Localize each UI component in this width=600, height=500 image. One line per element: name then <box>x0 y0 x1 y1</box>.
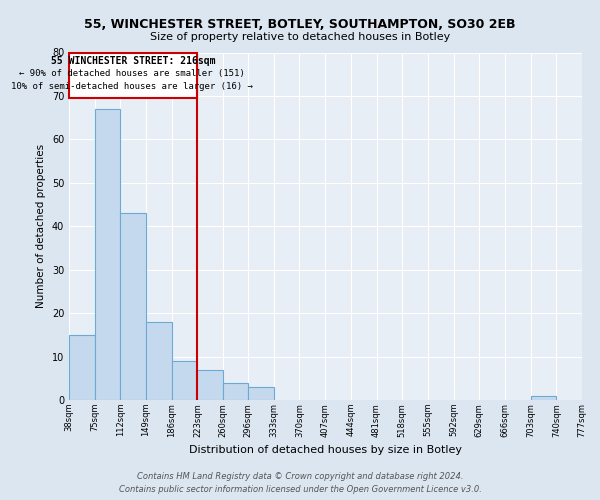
Text: Size of property relative to detached houses in Botley: Size of property relative to detached ho… <box>150 32 450 42</box>
Bar <box>95 109 121 400</box>
Bar <box>530 396 556 400</box>
Text: 55 WINCHESTER STREET: 216sqm: 55 WINCHESTER STREET: 216sqm <box>51 56 215 66</box>
Text: ← 90% of detached houses are smaller (151): ← 90% of detached houses are smaller (15… <box>19 69 245 78</box>
Bar <box>172 361 197 400</box>
Text: Contains HM Land Registry data © Crown copyright and database right 2024.: Contains HM Land Registry data © Crown c… <box>137 472 463 481</box>
Bar <box>146 322 172 400</box>
Text: Contains public sector information licensed under the Open Government Licence v3: Contains public sector information licen… <box>119 485 481 494</box>
Bar <box>248 387 274 400</box>
Bar <box>223 382 248 400</box>
Bar <box>197 370 223 400</box>
Text: 10% of semi-detached houses are larger (16) →: 10% of semi-detached houses are larger (… <box>11 82 253 91</box>
Bar <box>121 213 146 400</box>
Text: 55, WINCHESTER STREET, BOTLEY, SOUTHAMPTON, SO30 2EB: 55, WINCHESTER STREET, BOTLEY, SOUTHAMPT… <box>84 18 516 30</box>
X-axis label: Distribution of detached houses by size in Botley: Distribution of detached houses by size … <box>189 445 462 455</box>
FancyBboxPatch shape <box>69 52 197 98</box>
Bar <box>69 335 95 400</box>
Y-axis label: Number of detached properties: Number of detached properties <box>36 144 46 308</box>
